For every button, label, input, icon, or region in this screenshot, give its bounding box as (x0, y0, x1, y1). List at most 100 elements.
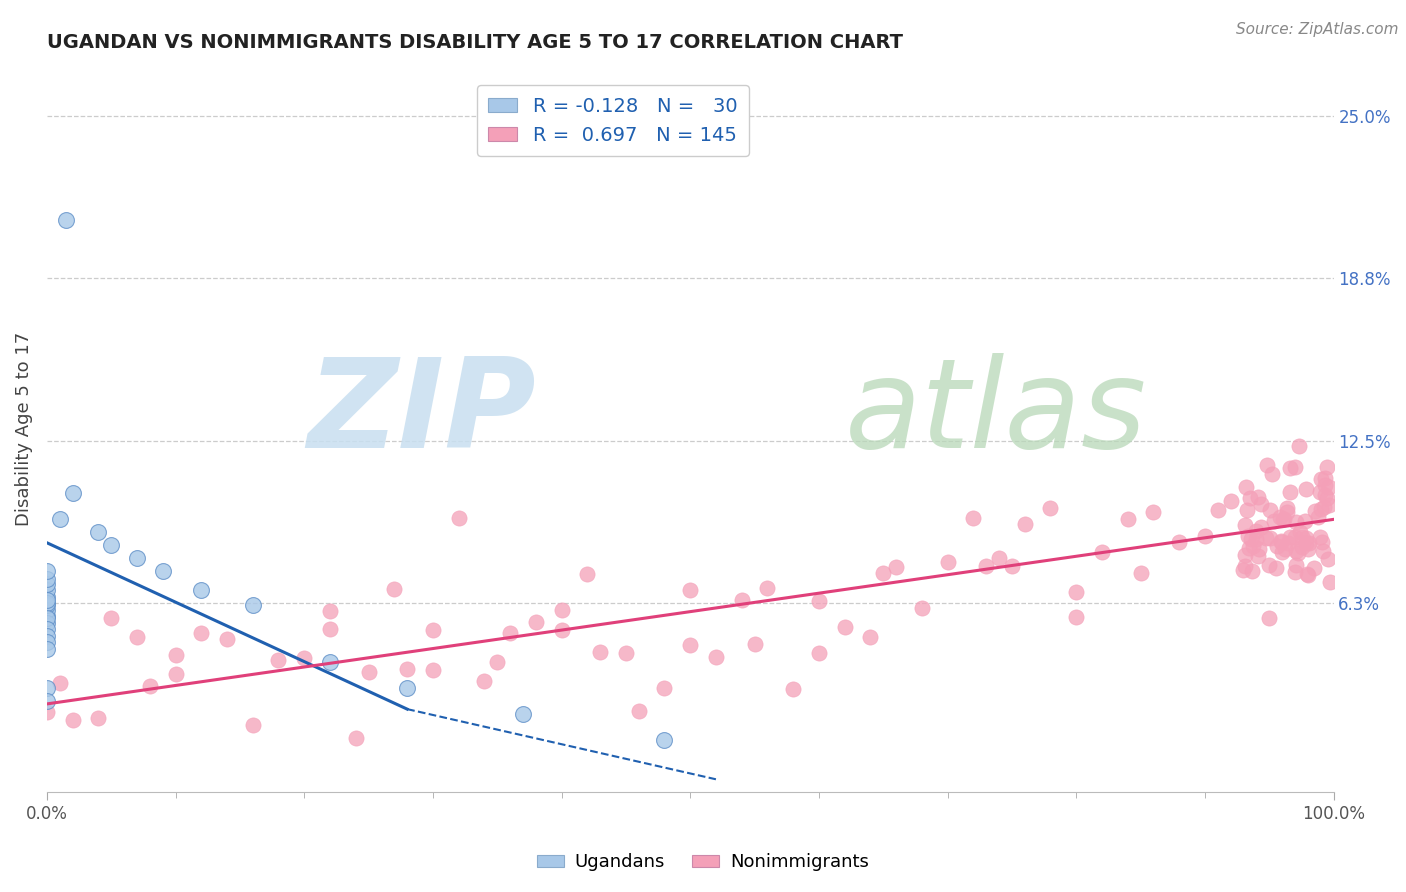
Point (1256, 531, 1278, 545)
Legend: Ugandans, Nonimmigrants: Ugandans, Nonimmigrants (530, 847, 876, 879)
Point (1239, 541, 1261, 555)
Point (589, 645, 612, 659)
Point (1014, 517, 1036, 532)
Point (911, 600, 934, 615)
Point (1302, 560, 1324, 574)
Point (1285, 544, 1308, 558)
Point (524, 615, 547, 629)
Point (1316, 491, 1339, 505)
Point (1272, 512, 1295, 526)
Point (1284, 460, 1306, 475)
Point (357, 665, 380, 680)
Point (1310, 534, 1333, 549)
Point (165, 648, 187, 663)
Point (49, 676, 72, 690)
Point (215, 632, 238, 646)
Point (1309, 485, 1331, 500)
Point (35, 634, 58, 648)
Point (1064, 609, 1087, 624)
Point (1265, 539, 1288, 553)
Point (125, 551, 148, 566)
Point (1219, 494, 1241, 508)
Point (1291, 530, 1313, 544)
Point (35, 595, 58, 609)
Text: atlas: atlas (845, 353, 1147, 475)
Point (1168, 535, 1191, 549)
Point (1296, 568, 1319, 582)
Point (87, 711, 110, 725)
Point (1247, 549, 1270, 563)
Text: ZIP: ZIP (307, 353, 536, 475)
Point (1296, 541, 1319, 556)
Point (1284, 530, 1306, 544)
Point (1315, 487, 1337, 501)
Legend: R = -0.128   N =   30, R =  0.697   N = 145: R = -0.128 N = 30, R = 0.697 N = 145 (477, 85, 749, 156)
Point (1270, 534, 1292, 549)
Point (35, 681, 58, 696)
Point (1294, 515, 1316, 529)
Point (1278, 484, 1301, 499)
Point (654, 681, 676, 695)
Point (1296, 566, 1319, 581)
Point (499, 625, 522, 640)
Point (396, 662, 419, 676)
Point (731, 592, 754, 607)
Point (1271, 545, 1294, 559)
Point (1284, 566, 1306, 580)
Point (422, 623, 444, 637)
Point (1317, 551, 1340, 566)
Point (35, 611, 58, 625)
Point (679, 638, 702, 652)
Point (344, 731, 367, 745)
Point (1285, 558, 1308, 573)
Point (1258, 503, 1281, 517)
Point (35, 593, 58, 607)
Point (35, 572, 58, 586)
Point (1129, 566, 1152, 580)
Point (190, 626, 212, 640)
Point (782, 681, 804, 696)
Point (1234, 480, 1257, 494)
Point (550, 602, 572, 616)
Point (35, 705, 58, 719)
Point (55, 213, 77, 227)
Point (242, 598, 264, 612)
Point (1246, 524, 1268, 539)
Point (1270, 534, 1292, 549)
Point (1256, 458, 1278, 472)
Point (1239, 491, 1261, 505)
Point (1250, 519, 1272, 533)
Point (1289, 524, 1312, 539)
Point (988, 550, 1011, 565)
Point (139, 679, 162, 693)
Point (1313, 500, 1336, 514)
Point (35, 598, 58, 612)
Point (550, 623, 572, 637)
Point (1270, 510, 1292, 524)
Point (1277, 501, 1299, 516)
Point (190, 582, 212, 597)
Point (872, 566, 894, 580)
Text: UGANDAN VS NONIMMIGRANTS DISABILITY AGE 5 TO 17 CORRELATION CHART: UGANDAN VS NONIMMIGRANTS DISABILITY AGE … (46, 33, 903, 52)
Point (35, 629, 58, 643)
Point (1288, 439, 1310, 453)
Point (1116, 512, 1139, 526)
Point (319, 656, 342, 670)
Point (1288, 546, 1310, 560)
Point (62, 486, 84, 500)
Point (1319, 479, 1341, 493)
Point (35, 616, 58, 631)
Point (447, 511, 470, 525)
Point (1309, 502, 1331, 516)
Point (936, 555, 959, 569)
Point (1272, 512, 1295, 526)
Point (486, 655, 509, 669)
Point (834, 620, 856, 634)
Point (1263, 514, 1285, 528)
Point (1278, 460, 1301, 475)
Point (1232, 563, 1254, 577)
Point (1039, 501, 1062, 516)
Point (744, 637, 766, 651)
Point (87, 525, 110, 540)
Point (1236, 503, 1258, 517)
